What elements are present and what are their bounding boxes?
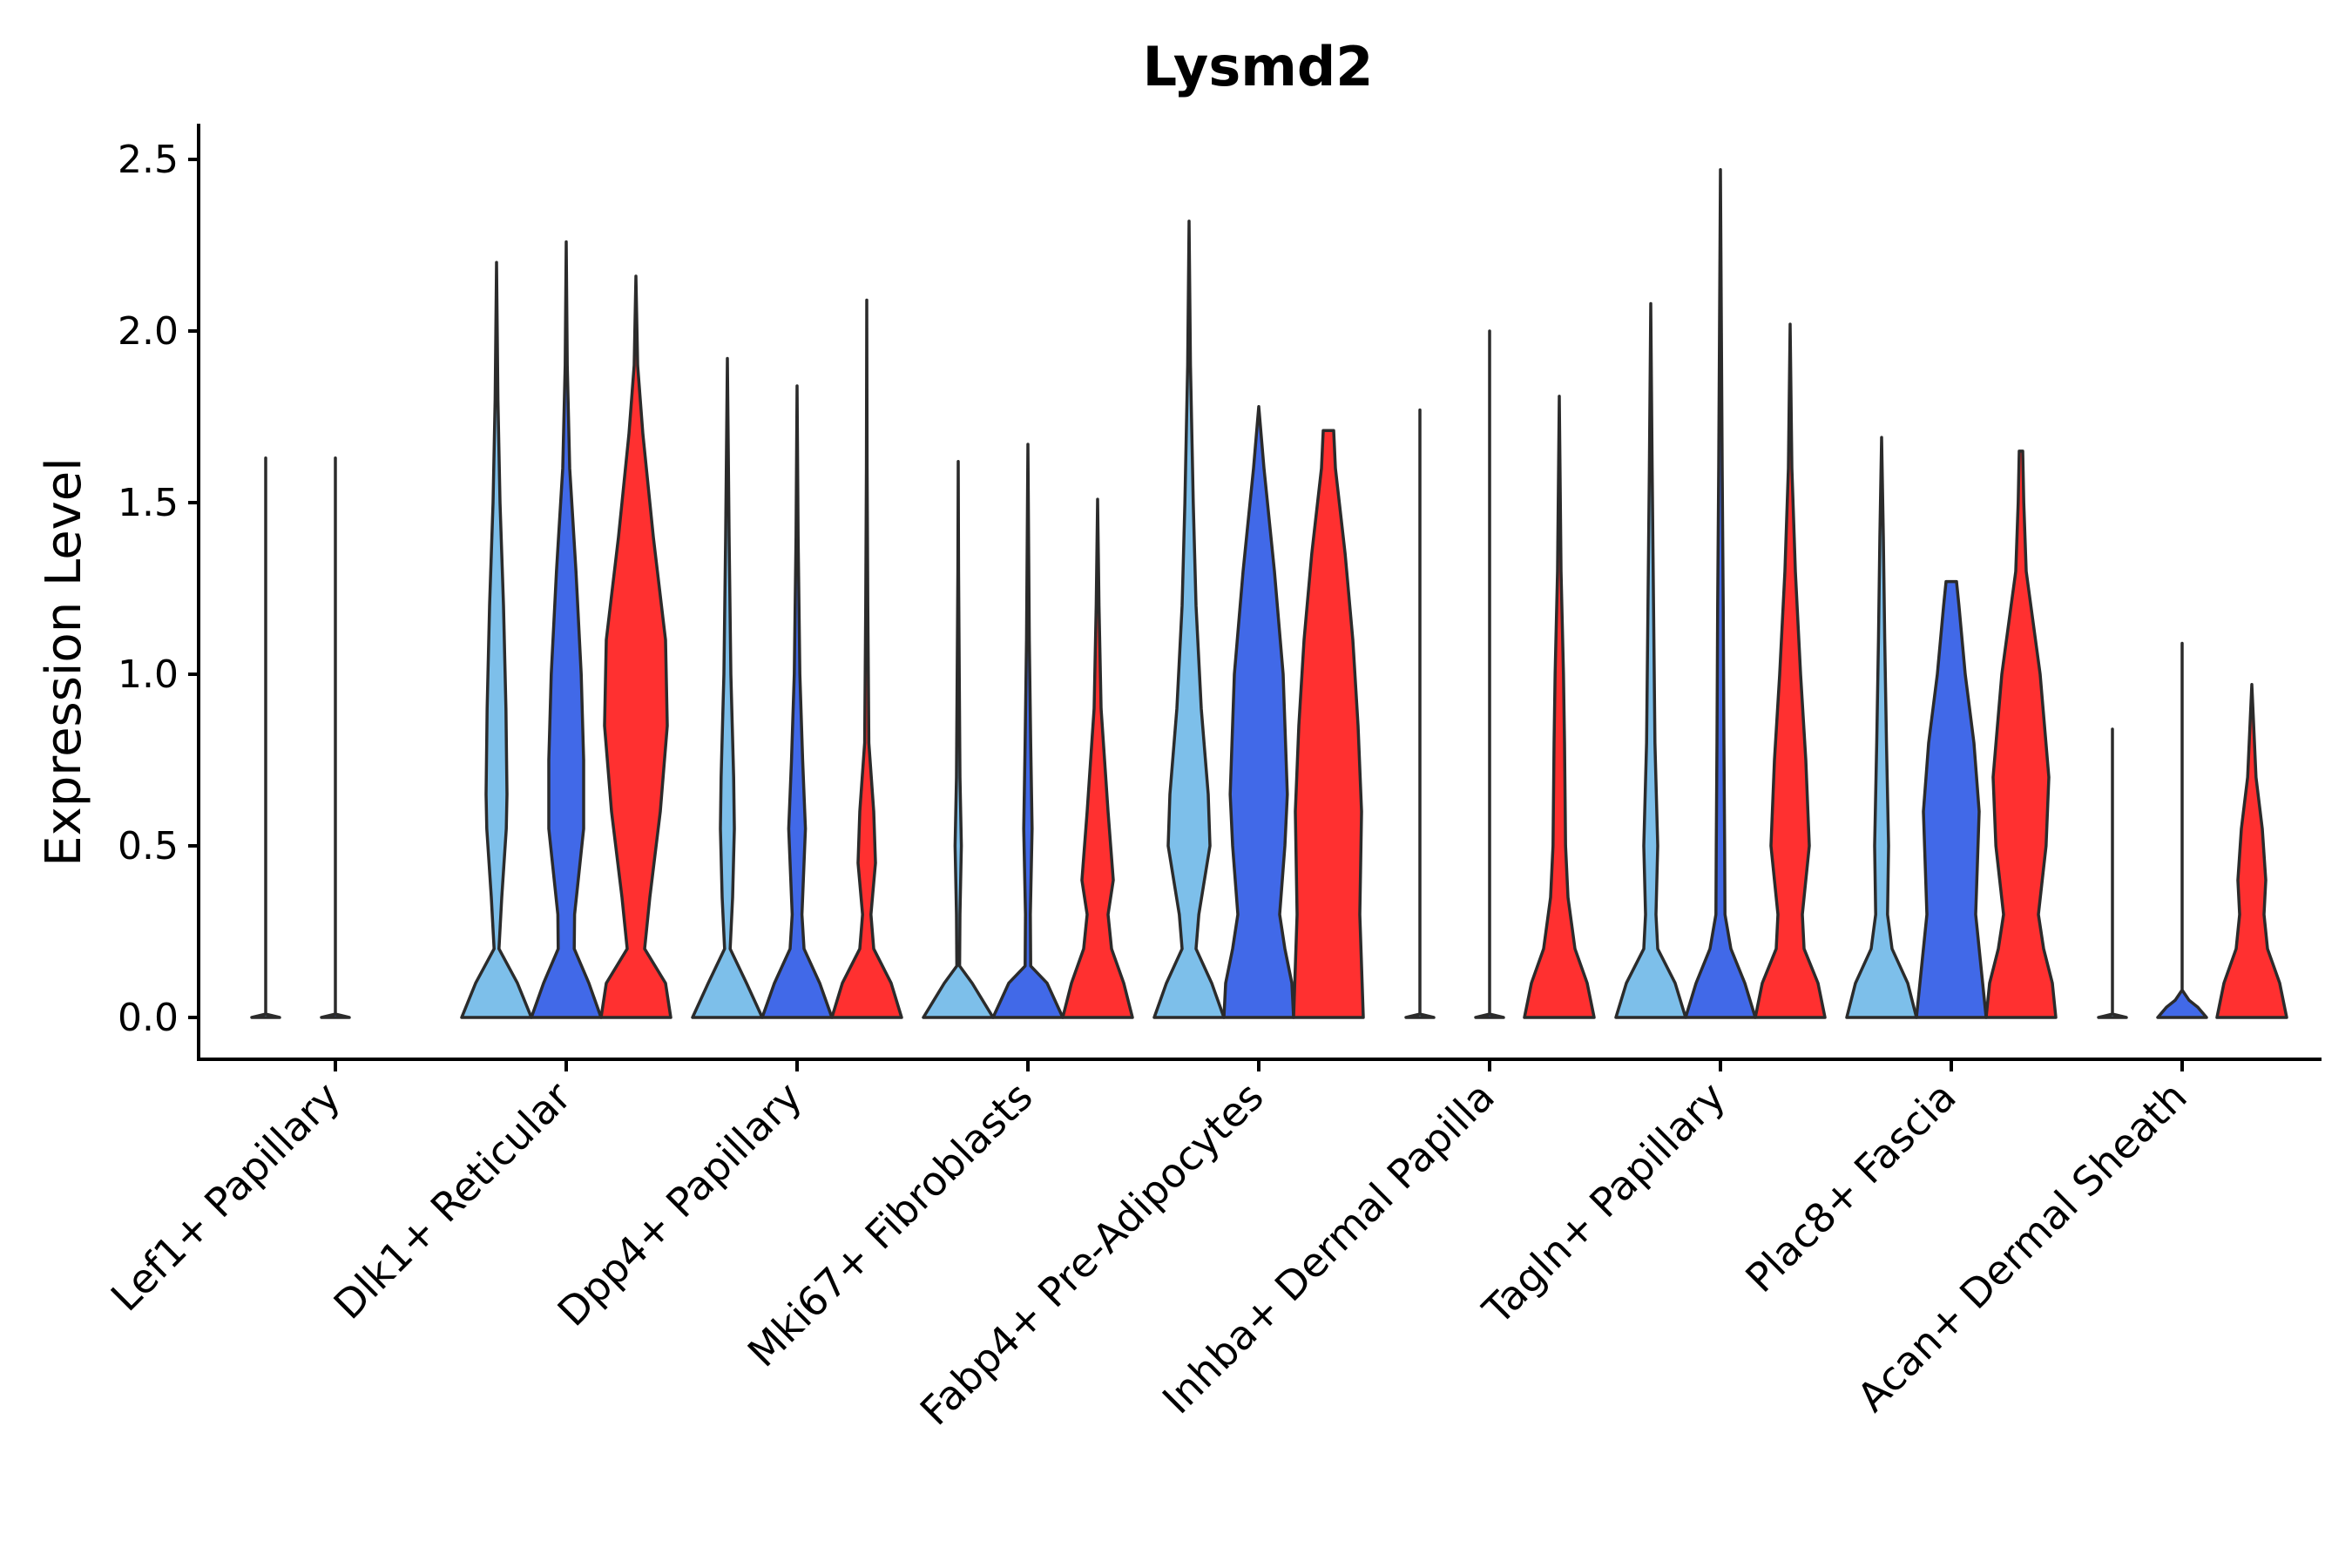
violin-2-3: [760, 384, 834, 1019]
y-axis-label: Expression Level: [36, 457, 92, 867]
y-tick-label: 0.5: [118, 824, 179, 868]
violin-3-6: [1523, 395, 1596, 1019]
violin-2-9: [2156, 641, 2208, 1019]
violin-1-2: [460, 260, 533, 1019]
y-tick-label: 2.5: [118, 138, 179, 182]
violin-3-5: [1292, 429, 1365, 1019]
y-tick-label: 1.0: [118, 652, 179, 697]
violin-3-3: [830, 298, 903, 1019]
violin-3-8: [1984, 449, 2058, 1019]
y-tick-label: 0.0: [118, 996, 179, 1040]
chart-title: Lysmd2: [1143, 35, 1374, 98]
x-tick-label: Dlk1+ Reticular: [325, 1073, 580, 1328]
y-axis-ticks: 0.0 0.5 1.0 1.5 2.0 2.5: [118, 138, 199, 1040]
x-tick-label: Dpp4+ Papillary: [549, 1073, 811, 1335]
violin-1-3: [691, 356, 764, 1019]
violin-3-7: [1754, 322, 1827, 1019]
violin-3-4: [1061, 497, 1134, 1019]
violin-1-9: [2097, 727, 2128, 1019]
x-tick-label: Tagln+ Papillary: [1473, 1073, 1734, 1335]
x-tick-label: Plac8+ Fascia: [1736, 1073, 1964, 1301]
violin-2-5: [1222, 404, 1295, 1019]
y-tick-label: 2.0: [118, 309, 179, 354]
violin-2-4: [991, 443, 1064, 1019]
violin-2-1: [320, 456, 351, 1019]
violin-2-2: [530, 240, 603, 1019]
violin-2-7: [1684, 168, 1757, 1019]
violin-1-7: [1614, 301, 1687, 1019]
violin-1-6: [1404, 408, 1436, 1019]
violin-layer: [250, 168, 2288, 1019]
violin-1-8: [1845, 436, 1918, 1019]
violin-3-9: [2215, 683, 2288, 1019]
y-tick-label: 1.5: [118, 481, 179, 525]
violin-3-2: [599, 274, 672, 1019]
violin-2-8: [1915, 579, 1988, 1019]
violin-1-5: [1152, 220, 1226, 1019]
violin-1-1: [250, 456, 281, 1019]
violin-1-4: [922, 459, 995, 1019]
violin-2-6: [1474, 329, 1505, 1019]
x-tick-label: Lef1+ Papillary: [102, 1073, 349, 1321]
